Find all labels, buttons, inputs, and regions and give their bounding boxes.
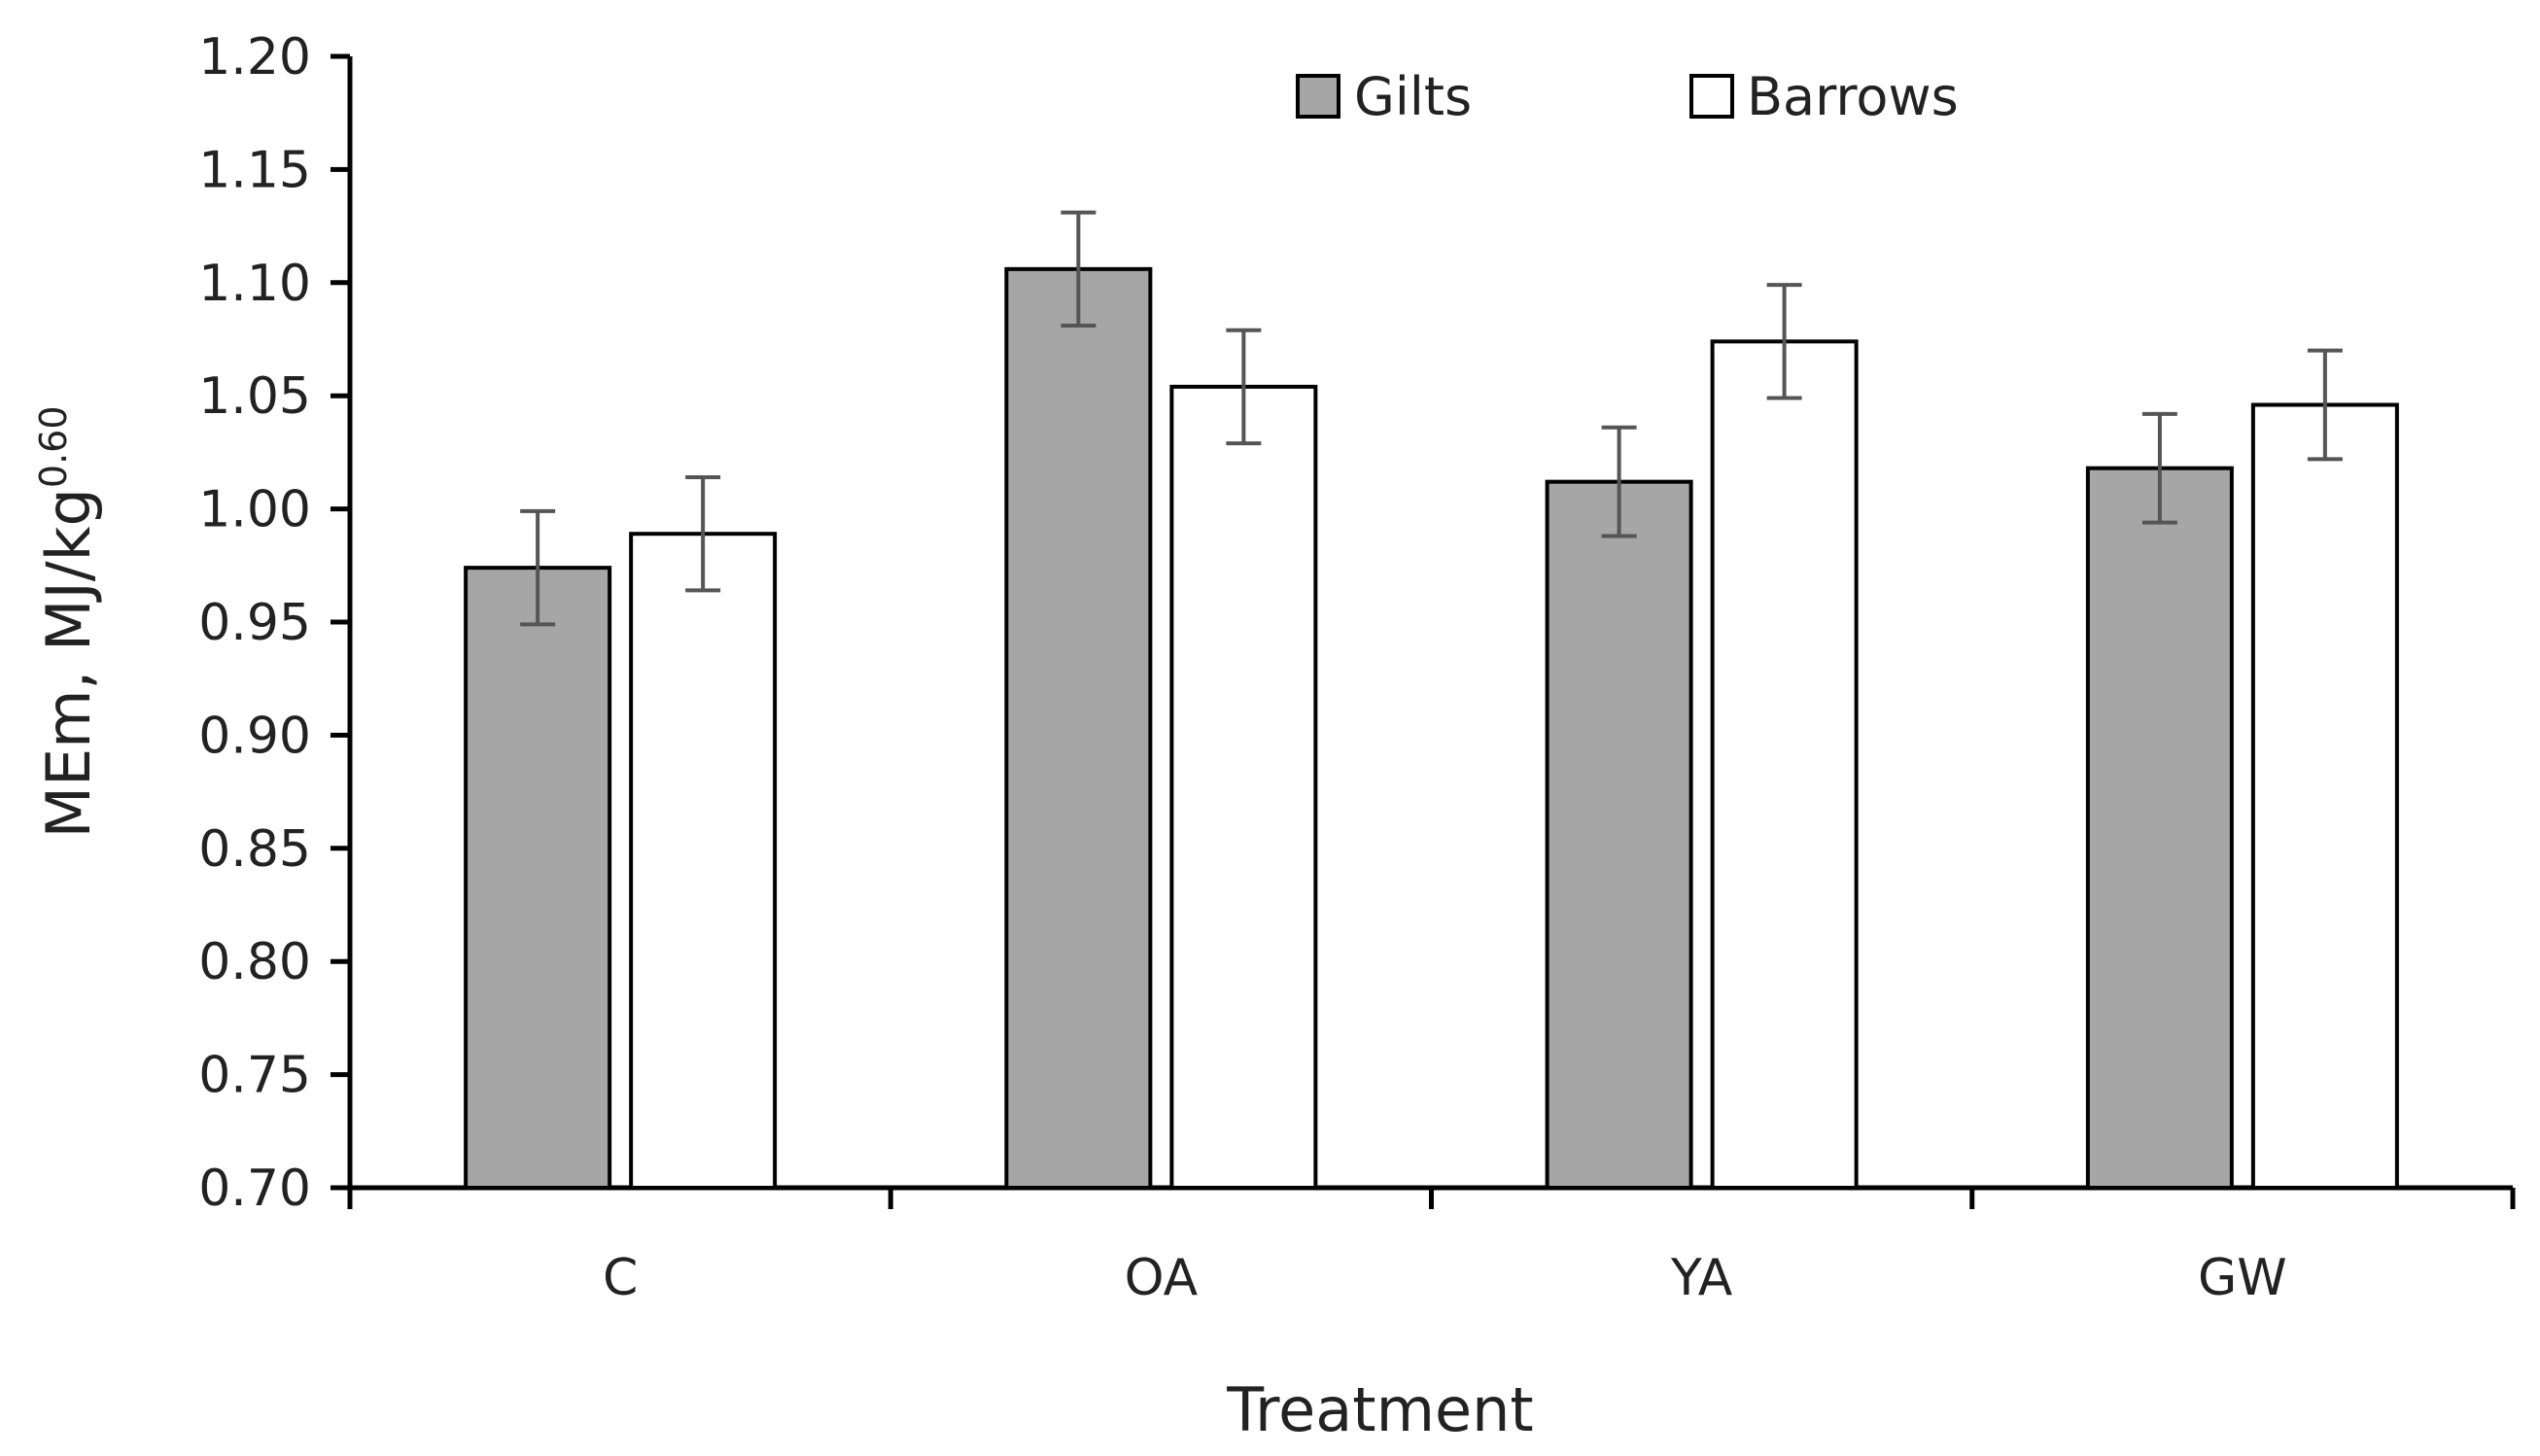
bar-barrows-ya xyxy=(1710,339,1859,1190)
error-bars xyxy=(520,210,2343,627)
y-tick-label: 1.05 xyxy=(198,367,311,426)
legend-swatch-barrows xyxy=(1689,74,1734,119)
y-tick-label: 0.90 xyxy=(198,707,311,765)
x-category-label: OA xyxy=(1125,1249,1199,1307)
bar-barrows-c xyxy=(629,532,778,1190)
y-axis-title-superscript: 0.60 xyxy=(32,405,75,488)
y-tick-label: 1.00 xyxy=(198,481,311,539)
error-bar-gilts-ya xyxy=(1601,425,1637,538)
bar-gilts-oa xyxy=(1004,266,1153,1191)
legend-label-barrows: Barrows xyxy=(1747,66,1959,127)
y-axis: 0.70 0.75 0.80 0.85 0.90 0.95 1.00 1.05 1.10 1.15… xyxy=(198,28,353,1218)
x-category-label: YA xyxy=(1670,1249,1733,1307)
y-tick-label: 0.70 xyxy=(198,1160,311,1218)
y-tick-label: 0.85 xyxy=(198,820,311,879)
legend: Gilts Barrows xyxy=(1296,66,1959,127)
x-axis-title: Treatment xyxy=(1226,1374,1533,1445)
error-bar-barrows-c xyxy=(685,475,721,593)
y-tick-label: 1.10 xyxy=(198,255,311,313)
error-bar-barrows-oa xyxy=(1226,328,1262,446)
y-axis-title-group: MEm, MJ/kg0.60 xyxy=(32,405,104,838)
y-axis-title-main: MEm, MJ/kg xyxy=(33,488,104,838)
y-tick-label: 0.95 xyxy=(198,594,311,652)
legend-swatch-gilts xyxy=(1296,74,1340,119)
y-tick-label: 0.75 xyxy=(198,1047,311,1105)
error-bar-gilts-c xyxy=(520,508,556,627)
bars xyxy=(464,266,2399,1191)
x-category-label: GW xyxy=(2198,1249,2287,1307)
x-axis: C OA YA GW xyxy=(347,1185,2516,1307)
error-bar-gilts-oa xyxy=(1061,210,1096,329)
bar-barrows-gw xyxy=(2250,402,2399,1190)
y-tick-label: 0.80 xyxy=(198,933,311,991)
y-tick-label: 1.20 xyxy=(198,28,311,87)
x-category-label: C xyxy=(603,1249,638,1307)
bar-gilts-c xyxy=(464,566,612,1190)
bar-gilts-gw xyxy=(2085,466,2234,1191)
error-bar-gilts-gw xyxy=(2141,411,2177,525)
error-bar-barrows-gw xyxy=(2307,348,2343,462)
y-tick-label: 1.15 xyxy=(198,141,311,199)
error-bar-barrows-ya xyxy=(1766,283,1802,400)
bar-barrows-oa xyxy=(1169,384,1318,1190)
legend-label-gilts: Gilts xyxy=(1354,66,1472,127)
y-axis-title: MEm, MJ/kg0.60 xyxy=(32,405,104,838)
bar-gilts-ya xyxy=(1545,479,1693,1190)
